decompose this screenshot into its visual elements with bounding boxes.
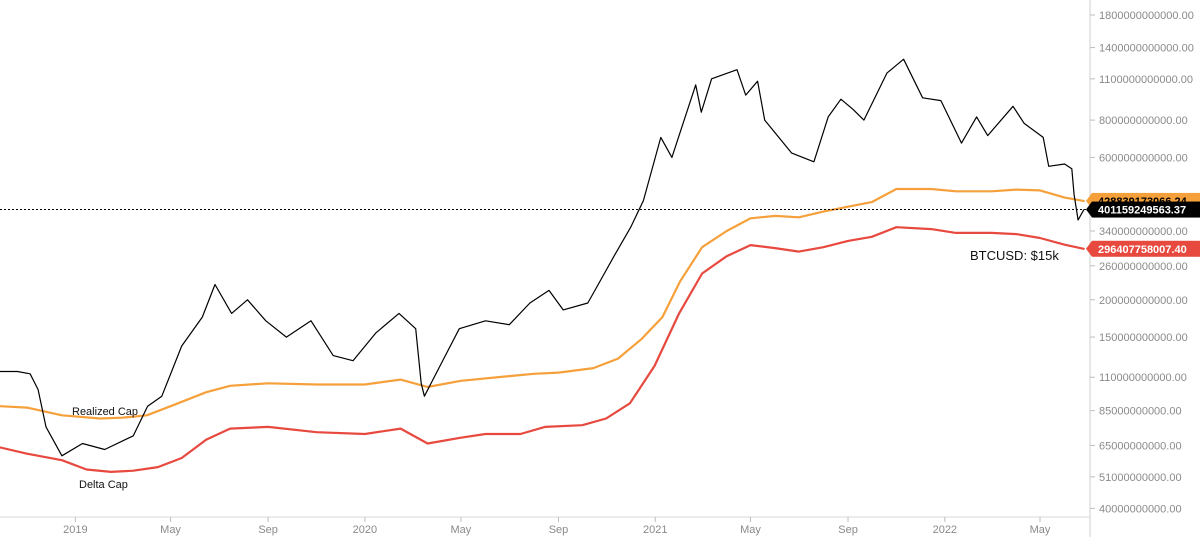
y-tick-label: 260000000000.00 xyxy=(1099,261,1188,273)
y-tick-label: 51000000000.00 xyxy=(1099,472,1182,484)
x-tick-label: 2022 xyxy=(933,524,957,536)
y-tick-label: 1400000000000.00 xyxy=(1099,43,1194,55)
annotations: Realized Cap Delta Cap BTCUSD: $15k xyxy=(72,248,1059,491)
y-tick-label: 800000000000.00 xyxy=(1099,115,1188,127)
y-tick-label: 200000000000.00 xyxy=(1099,295,1188,307)
y-tick-label: 110000000000.00 xyxy=(1099,372,1187,384)
realized-series-line xyxy=(0,187,1085,420)
x-tick-label: May xyxy=(1030,524,1051,536)
y-tick-label: 1100000000000.00 xyxy=(1099,74,1193,86)
y-axis: 1800000000000.00 1400000000000.00 11000000… xyxy=(1089,0,1194,537)
x-tick-label: 2020 xyxy=(353,524,377,536)
y-tick-label: 85000000000.00 xyxy=(1099,406,1182,418)
x-tick-label: Sep xyxy=(258,524,278,536)
x-axis: 2019 May Sep 2020 May Sep 2021 May Sep 2022 May xyxy=(0,516,1090,536)
price-tags: 428839173066.24401159249563.372964077580… xyxy=(1086,192,1200,257)
x-tick-label: May xyxy=(740,524,761,536)
x-tick-label: 2019 xyxy=(63,524,87,536)
y-tick-label: 600000000000.00 xyxy=(1099,152,1188,164)
x-tick-label: May xyxy=(451,524,472,536)
market-price-tag-pointer xyxy=(1086,201,1092,218)
delta-price-tag: 296407758007.40 xyxy=(1086,240,1200,257)
btcusd-annotation: BTCUSD: $15k xyxy=(970,248,1059,263)
realized-cap-annotation: Realized Cap xyxy=(72,406,138,418)
delta-price-tag-label: 296407758007.40 xyxy=(1098,244,1187,256)
y-tick-label: 340000000000.00 xyxy=(1099,226,1188,238)
delta-cap-annotation: Delta Cap xyxy=(79,479,128,491)
y-tick-label: 1800000000000.00 xyxy=(1099,10,1194,22)
market-price-tag-bg xyxy=(1092,201,1200,218)
delta-series-line xyxy=(0,226,1085,473)
x-tick-label: May xyxy=(160,524,181,536)
x-tick-label: 2021 xyxy=(643,524,667,536)
y-tick-label: 65000000000.00 xyxy=(1099,440,1182,452)
market-series-line xyxy=(0,58,1085,457)
delta-price-tag-pointer xyxy=(1086,240,1092,257)
series-layer xyxy=(0,58,1085,473)
x-tick-label: Sep xyxy=(838,524,858,536)
market-price-tag-label: 401159249563.37 xyxy=(1098,205,1186,217)
market-price-tag: 401159249563.37 xyxy=(1086,201,1200,218)
delta-price-tag-bg xyxy=(1092,240,1200,257)
x-tick-label: Sep xyxy=(549,524,569,536)
y-tick-label: 40000000000.00 xyxy=(1099,503,1182,515)
y-tick-label: 150000000000.00 xyxy=(1099,332,1188,344)
